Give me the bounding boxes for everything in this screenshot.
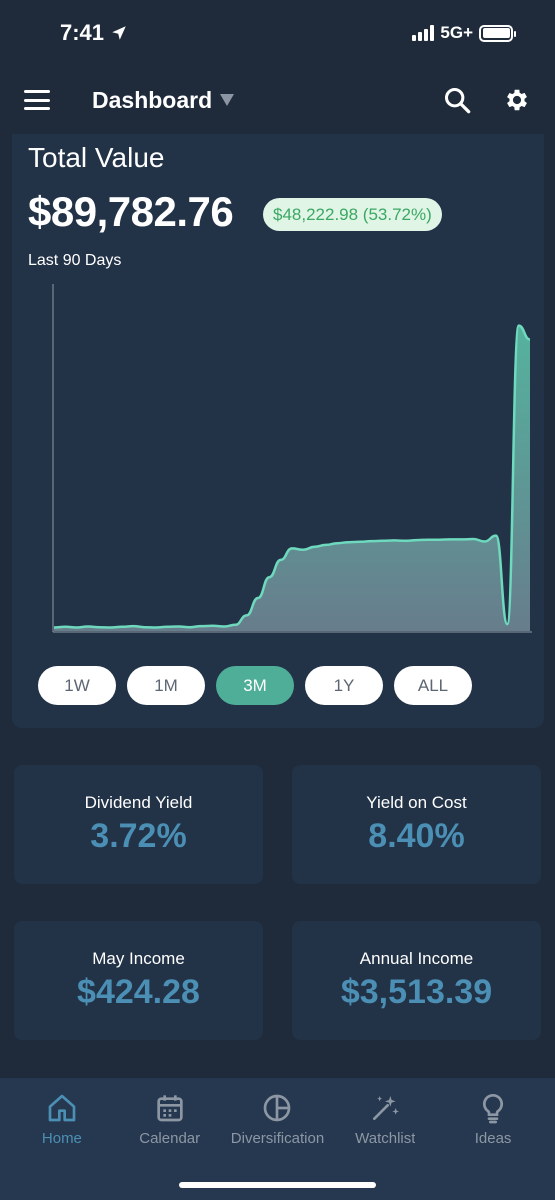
signal-icon <box>412 25 435 41</box>
range-button-3m[interactable]: 3M <box>216 666 294 705</box>
gear-icon[interactable] <box>503 86 531 114</box>
stat-label: Dividend Yield <box>84 793 193 812</box>
calendar-icon <box>157 1095 183 1122</box>
caret-down-icon <box>220 94 235 106</box>
total-value-card: Total Value $89,782.76 $48,222.98 (53.72… <box>12 134 544 728</box>
stat-value: $424.28 <box>77 973 200 1011</box>
status-time: 7:41 <box>60 20 128 46</box>
clock: 7:41 <box>60 20 105 45</box>
total-value-label: Total Value <box>28 142 165 173</box>
pie-chart-icon <box>264 1094 291 1122</box>
home-icon <box>48 1094 76 1122</box>
nav-item-calendar[interactable]: Calendar <box>116 1078 224 1200</box>
dividend-yield-card[interactable]: Dividend Yield 3.72% <box>14 765 263 884</box>
home-indicator <box>179 1182 376 1188</box>
app-header: Dashboard <box>0 66 555 134</box>
month-income-card[interactable]: May Income $424.28 <box>14 921 263 1040</box>
nav-label: Calendar <box>139 1130 201 1147</box>
nav-item-diversification[interactable]: Diversification <box>224 1078 332 1200</box>
stat-value: 8.40% <box>368 817 465 855</box>
bottom-nav: Home Calendar Diversification Watchlist … <box>0 1078 555 1200</box>
status-indicators: 5G+ <box>412 23 516 43</box>
page-title: Dashboard <box>92 86 213 113</box>
chart-series-line <box>53 324 531 629</box>
nav-item-home[interactable]: Home <box>8 1078 116 1200</box>
nav-label: Ideas <box>474 1130 512 1147</box>
stat-value: $3,513.39 <box>340 973 493 1011</box>
yield-on-cost-card[interactable]: Yield on Cost 8.40% <box>292 765 541 884</box>
location-arrow-icon <box>112 26 126 40</box>
network-type: 5G+ <box>440 23 473 42</box>
chart-area-fill <box>54 325 530 631</box>
nav-label: Watchlist <box>355 1130 416 1147</box>
nav-label: Diversification <box>230 1130 325 1147</box>
sparkles-icon <box>373 1096 400 1120</box>
nav-label: Home <box>41 1130 82 1147</box>
range-button-all[interactable]: ALL <box>394 666 472 705</box>
battery-icon <box>479 24 516 42</box>
value-area-chart[interactable] <box>12 274 544 654</box>
range-button-1y[interactable]: 1Y <box>305 666 383 705</box>
nav-item-watchlist[interactable]: Watchlist <box>331 1078 439 1200</box>
search-icon[interactable] <box>443 86 471 114</box>
status-bar: 7:41 5G+ <box>0 0 555 66</box>
total-value-amount: $89,782.76 <box>28 188 234 235</box>
stat-label: May Income <box>92 949 185 968</box>
stat-value: 3.72% <box>90 817 187 855</box>
dashboard-selector[interactable]: Dashboard <box>92 86 235 114</box>
range-button-1m[interactable]: 1M <box>127 666 205 705</box>
stat-label: Annual Income <box>359 949 474 968</box>
chart-period-label: Last 90 Days <box>28 252 122 269</box>
lightbulb-icon <box>483 1093 504 1124</box>
total-value-change-badge: $48,222.98 (53.72%) <box>263 198 442 231</box>
nav-item-ideas[interactable]: Ideas <box>439 1078 547 1200</box>
annual-income-card[interactable]: Annual Income $3,513.39 <box>292 921 541 1040</box>
menu-icon[interactable] <box>24 90 50 110</box>
range-selector: 1W 1M 3M 1Y ALL <box>38 666 472 705</box>
stat-label: Yield on Cost <box>366 793 467 812</box>
range-button-1w[interactable]: 1W <box>38 666 116 705</box>
